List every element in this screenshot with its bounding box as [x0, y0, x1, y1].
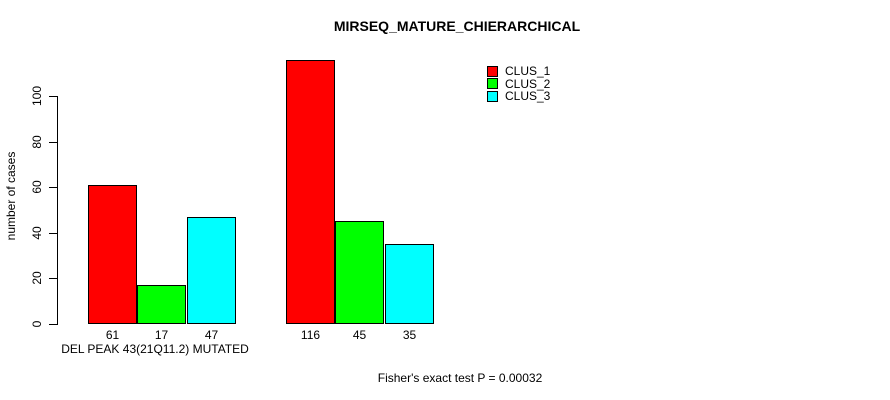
- legend-label: CLUS_3: [505, 89, 551, 104]
- bar-clus_1-group2: [286, 60, 335, 324]
- legend-label: CLUS_2: [505, 76, 551, 91]
- bar-clus_2-group2: [335, 221, 384, 324]
- y-axis-line: [57, 96, 58, 325]
- y-axis-tick: [49, 278, 57, 279]
- y-axis-tick: [49, 233, 57, 234]
- legend-row: CLUS_3: [487, 90, 550, 103]
- footnote-text: Fisher's exact test P = 0.00032: [377, 371, 543, 385]
- legend-row: CLUS_2: [487, 78, 550, 91]
- legend-swatch-clus_3: [487, 90, 498, 102]
- y-axis-tick: [49, 142, 57, 143]
- bar-value-label: 17: [154, 328, 169, 342]
- y-axis-tick: [49, 324, 57, 325]
- y-axis-label: number of cases: [4, 151, 18, 241]
- legend-row: CLUS_1: [487, 65, 550, 78]
- legend: CLUS_1 CLUS_2 CLUS_3: [487, 65, 550, 103]
- bar-value-label: 116: [300, 328, 321, 342]
- bar-clus_2-group1: [137, 285, 186, 324]
- x-axis-label: DEL PEAK 43(21Q11.2) MUTATED: [61, 342, 249, 356]
- bar-value-label: 35: [402, 328, 417, 342]
- legend-swatch-clus_2: [487, 78, 498, 90]
- bar-clus_1-group1: [88, 185, 137, 324]
- y-axis-tick: [49, 96, 57, 97]
- bar-clus_3-group1: [187, 217, 236, 324]
- bar-value-label: 61: [105, 328, 120, 342]
- bar-value-label: 45: [352, 328, 367, 342]
- y-tick-label: 20: [30, 271, 44, 285]
- y-axis-tick: [49, 187, 57, 188]
- bar-value-label: 47: [204, 328, 219, 342]
- bar-clus_3-group2: [385, 244, 434, 324]
- y-tick-label: 60: [30, 180, 44, 194]
- legend-label: CLUS_1: [505, 64, 551, 79]
- chart-title: MIRSEQ_MATURE_CHIERARCHICAL: [333, 18, 581, 34]
- y-tick-label: 80: [30, 135, 44, 149]
- y-tick-label: 100: [30, 85, 44, 107]
- y-tick-label: 0: [30, 320, 44, 328]
- legend-swatch-clus_1: [487, 65, 498, 77]
- y-tick-label: 40: [30, 226, 44, 240]
